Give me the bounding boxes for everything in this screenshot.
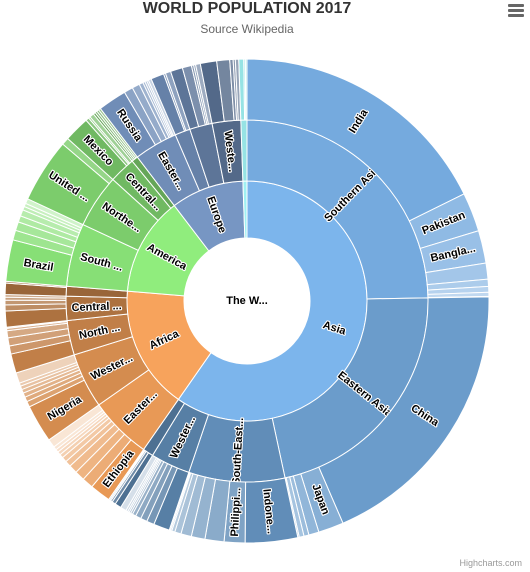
hamburger-menu-icon[interactable] — [508, 4, 524, 18]
root-segment-the-world[interactable] — [184, 238, 310, 364]
chart-credit[interactable]: Highcharts.com — [459, 558, 522, 568]
country-segment-others[interactable] — [244, 58, 248, 121]
menu-bar — [508, 9, 524, 12]
menu-bar — [508, 4, 524, 7]
country-segment-cameroon[interactable] — [4, 299, 67, 306]
menu-bar — [508, 14, 524, 17]
chart-subtitle: Source Wikipedia — [200, 22, 294, 36]
chart-title: WORLD POPULATION 2017 — [142, 0, 352, 17]
